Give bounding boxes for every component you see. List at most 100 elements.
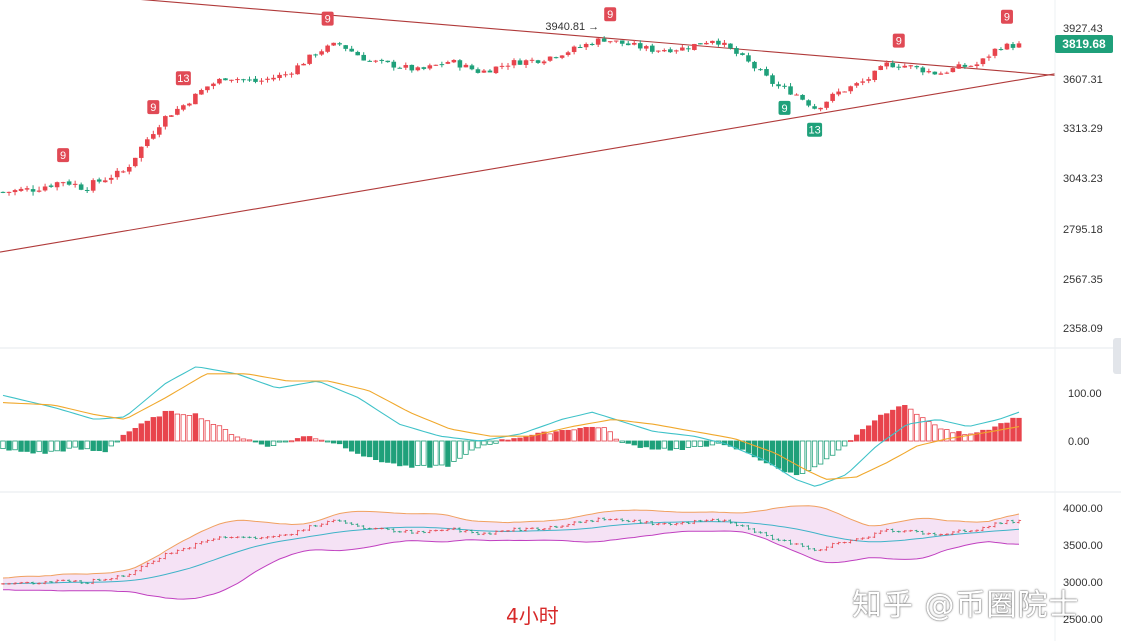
candle-body [42,186,48,191]
macd-bar [445,440,451,467]
candle-body [259,80,264,82]
macd-bar [523,436,529,442]
candle-body [686,48,691,50]
candle-body [307,54,312,64]
macd-bar [908,408,914,442]
macd-bar [90,440,96,451]
macd-bar [571,429,577,442]
candle-body [427,65,433,69]
boll-axis-tick: 3500.00 [1063,540,1103,552]
macd-bar [342,440,349,449]
macd-bar [847,440,854,442]
macd-bar [294,438,301,442]
candle-body [108,177,114,180]
candle-body [355,51,360,56]
candle-body [126,166,132,172]
trendline [140,0,1056,76]
candle-body [541,61,547,64]
macd-bar [439,440,445,466]
axis-scroll-handle[interactable] [1113,338,1121,374]
macd-bar [703,440,710,447]
macd-bar [24,440,30,452]
macd-bar [421,440,427,466]
candle-body [680,47,685,51]
td-marker [604,7,617,22]
macd-bar [204,420,211,442]
candle-body [433,64,439,66]
candle-body [475,69,481,73]
candle-body [253,78,258,82]
candle-body [722,42,727,45]
candle-body [349,48,354,52]
candle-body [830,93,835,101]
td-marker-label: 9 [1004,12,1010,24]
candle-body [421,67,427,69]
macd-bar [373,440,379,461]
candle-body [295,65,300,75]
macd-bar [511,438,517,442]
candle-body [607,41,613,43]
macd-bar [216,425,223,442]
macd-bar [998,423,1004,442]
macd-bar [872,420,878,442]
candle-body [854,83,859,86]
macd-bar [132,427,138,442]
candle-body [187,103,192,106]
candle-body [812,106,817,109]
candle-body [764,69,769,76]
candle-body [151,134,156,139]
candle-body [102,180,108,183]
candle-body [343,45,348,49]
candle-body [66,181,72,185]
candle-body [914,66,920,68]
price-axis-tick: 3313.29 [1063,123,1103,135]
boll-axis-tick: 4000.00 [1063,503,1103,515]
macd-bar [866,425,872,442]
td-marker-label: 13 [177,73,189,85]
candle-body [138,146,144,158]
candle-body [277,74,282,78]
macd-bar [781,440,788,473]
macd-bar [355,440,361,454]
td-marker-label: 9 [781,103,787,115]
macd-slow-line [2,373,1020,480]
macd-bar [589,426,595,442]
macd-bar [1010,417,1016,442]
candle-body [271,77,276,80]
candle-body [6,191,12,193]
macd-bar [679,440,686,450]
macd-bar [974,432,980,442]
bollinger-mid [2,521,1020,585]
trendline [0,73,1056,253]
candle-body [776,84,781,87]
candle-body [571,46,577,53]
macd-bar [397,440,403,467]
macd-bar [409,440,415,468]
macd-bar [108,440,114,447]
macd-bar [535,432,541,442]
macd-bar [457,440,463,459]
candle-body [637,43,643,49]
macd-bar [583,427,589,442]
macd-bar [661,440,667,449]
candle-body [968,65,974,67]
candle-body [529,59,535,61]
candle-body [373,60,379,62]
macd-bar [637,440,643,448]
candle-body [950,68,956,73]
macd-bar [162,410,169,442]
candle-body [24,188,30,190]
candle-body [1010,44,1016,48]
candle-body [649,45,655,52]
candle-body [90,180,96,191]
candle-body [337,43,342,45]
candle-body [866,79,871,81]
candle-body [229,79,234,81]
candle-body [385,60,391,63]
candle-body [944,72,950,74]
macd-bar [391,440,397,464]
macd-bar [799,440,806,474]
candle-body [517,60,523,65]
